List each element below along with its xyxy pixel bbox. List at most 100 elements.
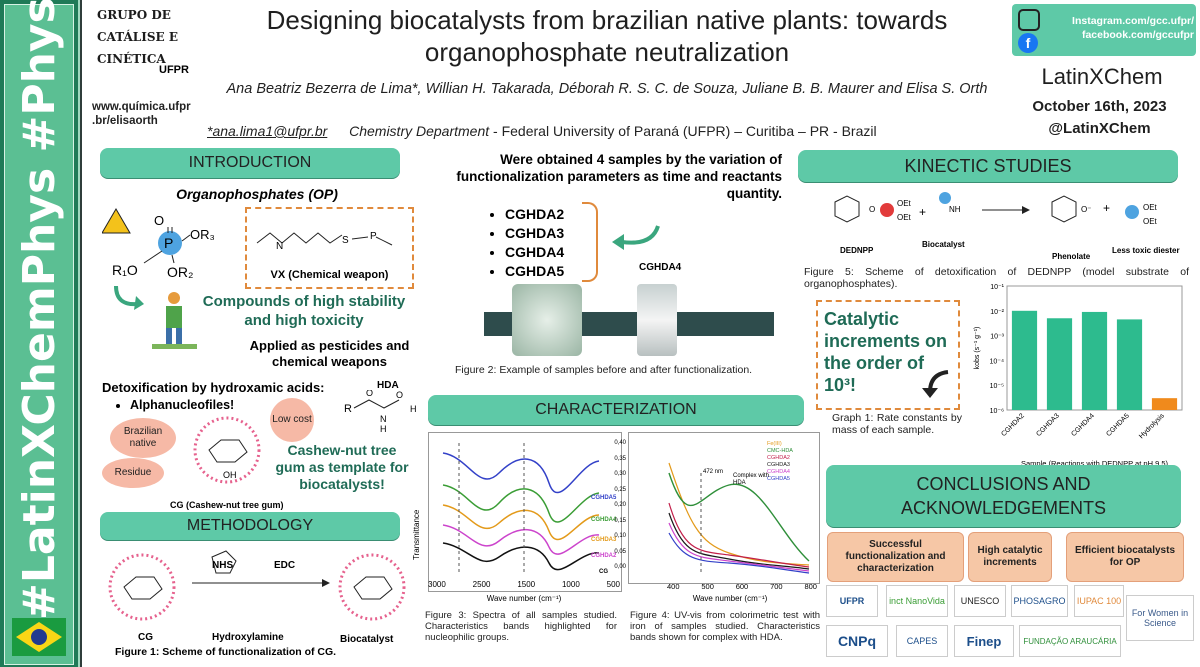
group-name-line3: CINÉTICA bbox=[97, 52, 166, 66]
uv-xticks: 400 500 600 700 800 bbox=[667, 582, 817, 591]
svg-text:O: O bbox=[154, 213, 164, 228]
x-tick-label: Hydrolysis bbox=[1138, 412, 1166, 440]
ir-xtick: 1500 bbox=[517, 580, 536, 589]
bar bbox=[1046, 318, 1073, 410]
svg-text:OH: OH bbox=[223, 470, 237, 480]
logo-for-women: For Women in Science bbox=[1126, 595, 1194, 641]
ir-series-label: CG bbox=[599, 569, 608, 575]
ir-series-label: CGHDA3 bbox=[591, 537, 617, 543]
figure3-caption: Figure 3: Spectra of all samples studied… bbox=[425, 610, 617, 643]
uv-ytick: 0,35 bbox=[614, 455, 626, 462]
logo-capes: CAPES bbox=[896, 625, 948, 657]
biocatalyst-label-kinetic: Biocatalyst bbox=[922, 240, 965, 249]
affiliation-dept: Chemistry Department bbox=[349, 123, 490, 139]
figure4-caption: Figure 4: UV-vis from colorimetric test … bbox=[630, 610, 820, 643]
sidebar: #LatinXChemPhys #Phys04 bbox=[0, 0, 80, 667]
y-axis-label: kobs (s⁻¹ g⁻¹) bbox=[974, 327, 981, 370]
nhs-label: NHS bbox=[212, 560, 234, 571]
svg-text:R₁O: R₁O bbox=[112, 262, 138, 278]
svg-text:OR₂: OR₂ bbox=[167, 264, 193, 280]
intro-heading: INTRODUCTION bbox=[100, 148, 400, 178]
logo-cnpq: CNPq bbox=[826, 625, 888, 657]
uv-xtick: 400 bbox=[667, 582, 680, 591]
svg-text:OR₃: OR₃ bbox=[190, 227, 215, 242]
y-tick-label: 10⁻⁶ bbox=[990, 408, 1004, 415]
detox-text: Detoxification by hydroxamic acids: bbox=[102, 380, 325, 395]
y-tick-label: 10⁻³ bbox=[990, 334, 1004, 341]
ir-xtick: 2500 bbox=[472, 580, 491, 589]
curved-arrow-icon-2 bbox=[920, 368, 954, 398]
svg-text:O⁻: O⁻ bbox=[1081, 205, 1091, 214]
samples-bracket bbox=[582, 202, 598, 282]
y-tick-label: 10⁻⁴ bbox=[990, 358, 1005, 365]
svg-text:N: N bbox=[276, 241, 283, 252]
poster: GRUPO DE CATÁLISE E CINÉTICA UFPR www.qu… bbox=[82, 0, 1200, 667]
less-toxic-label: Less toxic diester bbox=[1112, 246, 1180, 255]
uv-xtick: 700 bbox=[770, 582, 783, 591]
sample-after-photo bbox=[637, 284, 677, 356]
facebook-icon: f bbox=[1018, 33, 1038, 53]
photo-label: CGHDA4 bbox=[639, 262, 682, 273]
latinxchem-logo: LatinXChem bbox=[1041, 64, 1163, 89]
kinetic-heading: KINECTIC STUDIES bbox=[798, 150, 1178, 182]
uv-legend-item: CGHDA4 bbox=[767, 469, 790, 475]
uv-xtick: 800 bbox=[804, 582, 817, 591]
conclusion-box: High catalytic increments bbox=[968, 532, 1052, 582]
svg-text:NH: NH bbox=[949, 205, 961, 214]
svg-text:OEt: OEt bbox=[1143, 203, 1158, 212]
characterization-heading: CHARACTERIZATION bbox=[428, 395, 804, 425]
social-box: f Instagram.com/gcc.ufpr/ facebook.com/g… bbox=[1012, 4, 1196, 56]
svg-text:OEt: OEt bbox=[1143, 217, 1158, 226]
sample-item: CGHDA4 bbox=[505, 243, 605, 262]
x-axis-label: Sample (Reactions with DEDNPP at pH 9,5) bbox=[1021, 459, 1169, 468]
sample-item: CGHDA2 bbox=[505, 205, 605, 224]
brazil-flag-icon bbox=[12, 618, 66, 656]
ir-xlabel: Wave number (cm⁻¹) bbox=[486, 594, 562, 603]
pesticides-text: Applied as pesticides and chemical weapo… bbox=[249, 338, 410, 369]
logo-ufpr: UFPR bbox=[826, 585, 878, 617]
residue-blob: Residue bbox=[102, 458, 164, 488]
uv-ytick: 0,25 bbox=[614, 486, 626, 493]
cycle-arrow-icon bbox=[112, 282, 144, 310]
phenolate-label: Phenolate bbox=[1052, 252, 1091, 261]
stability-text: Compounds of high stability and high tox… bbox=[202, 293, 406, 329]
svg-text:O: O bbox=[396, 390, 403, 400]
cashew-text: Cashew-nut tree gum as template for bioc… bbox=[275, 442, 409, 492]
svg-text:P: P bbox=[370, 231, 377, 242]
bar bbox=[1151, 398, 1178, 410]
vx-box: N S P VX (Chemical weapon) bbox=[245, 207, 414, 289]
group-ufpr: UFPR bbox=[159, 64, 189, 76]
sidebar-hashtag: #LatinXChemPhys #Phys04 bbox=[14, 0, 65, 620]
group-name-line2: CATÁLISE E bbox=[97, 30, 178, 44]
x-tick-label: CGHDA2 bbox=[1000, 412, 1026, 438]
uv-legend-item: CGHDA3 bbox=[767, 462, 790, 468]
author-email[interactable]: *ana.lima1@ufpr.br bbox=[207, 123, 328, 139]
bar bbox=[1116, 319, 1143, 410]
ir-xticks: 3000 2500 1500 1000 500 bbox=[428, 580, 620, 589]
y-tick-label: 10⁻¹ bbox=[990, 284, 1004, 291]
rate-bar-chart: 10⁻¹ 10⁻² 10⁻³ 10⁻⁴ 10⁻⁵ 10⁻⁶ CGHDA2 CGHDA3 CGHD… bbox=[967, 280, 1192, 470]
hda-label: HDA bbox=[377, 380, 399, 391]
svg-text:O: O bbox=[869, 205, 875, 214]
ir-series-label: CGHDA4 bbox=[591, 517, 617, 523]
social-links[interactable]: Instagram.com/gcc.ufpr/ facebook.com/gcc… bbox=[1072, 15, 1194, 41]
y-tick-label: 10⁻⁵ bbox=[990, 383, 1004, 390]
graph1-caption: Graph 1: Rate constants by mass of each … bbox=[832, 412, 962, 436]
bar bbox=[1081, 311, 1108, 410]
logo-finep: Finep bbox=[954, 625, 1014, 657]
ir-xtick: 1000 bbox=[561, 580, 580, 589]
uv-legend-item: Fe(III) bbox=[767, 441, 782, 447]
conclusion-box: Efficient biocatalysts for OP bbox=[1066, 532, 1184, 582]
uv-xtick: 600 bbox=[735, 582, 749, 591]
x-tick-label: CGHDA3 bbox=[1035, 412, 1061, 438]
conclusions-heading: CONCLUSIONS AND ACKNOWLEDGEMENTS bbox=[826, 465, 1181, 527]
ir-series-label: CGHDA2 bbox=[591, 553, 617, 559]
logo-araucaria: FUNDAÇÃO ARAUCÁRIA bbox=[1019, 625, 1121, 657]
curved-arrow-icon bbox=[612, 220, 662, 250]
group-logo: GRUPO DE CATÁLISE E CINÉTICA UFPR bbox=[97, 4, 207, 96]
bar bbox=[1011, 310, 1038, 410]
figure1-caption: Figure 1: Scheme of functionalization of… bbox=[115, 646, 337, 658]
group-site-link[interactable]: www.química.ufpr .br/elisaorth bbox=[92, 101, 191, 127]
logo-phosagro: PHOSAGRO bbox=[1011, 585, 1068, 617]
uv-ytick: 0,05 bbox=[614, 548, 626, 555]
